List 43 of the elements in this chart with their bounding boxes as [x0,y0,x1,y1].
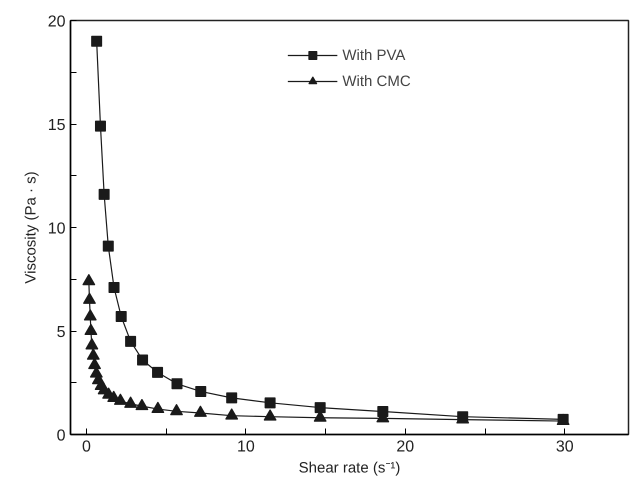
point [82,274,96,286]
y-tick-label: 10 [48,220,66,238]
point [151,402,164,414]
point [194,406,207,417]
point [84,324,98,335]
point [86,348,100,360]
point [84,309,97,320]
point [152,366,164,378]
point [225,408,238,420]
x-tick-label: 30 [556,438,574,456]
x-axis-title: Shear rate (s⁻¹) [298,460,400,476]
point [314,402,326,414]
x-tick-label: 0 [82,438,91,456]
point [116,311,127,322]
point [125,336,136,347]
point [102,240,114,252]
y-tick-label: 20 [48,14,66,30]
point [98,188,110,200]
y-tick-label: 15 [48,117,66,134]
point [137,354,148,366]
point [264,397,276,408]
point [172,378,182,390]
point [82,292,96,304]
point [88,358,102,370]
point [124,396,138,408]
point [94,120,106,132]
y-axis-title: Viscosity (Pa · s) [22,171,40,284]
point [91,36,102,47]
point [377,406,388,418]
point [264,409,277,421]
y-tick-label: 5 [56,324,66,341]
point [135,398,148,410]
legend-label: With PVA [342,46,406,64]
point [226,392,238,404]
point [195,386,206,397]
point [85,338,98,350]
x-tick-label: 10 [236,438,255,456]
legend-label: With CMC [342,72,411,90]
point [108,282,120,294]
point [170,404,184,416]
x-tick-label: 20 [396,438,414,456]
y-tick-label: 0 [56,428,66,444]
point [114,394,127,405]
